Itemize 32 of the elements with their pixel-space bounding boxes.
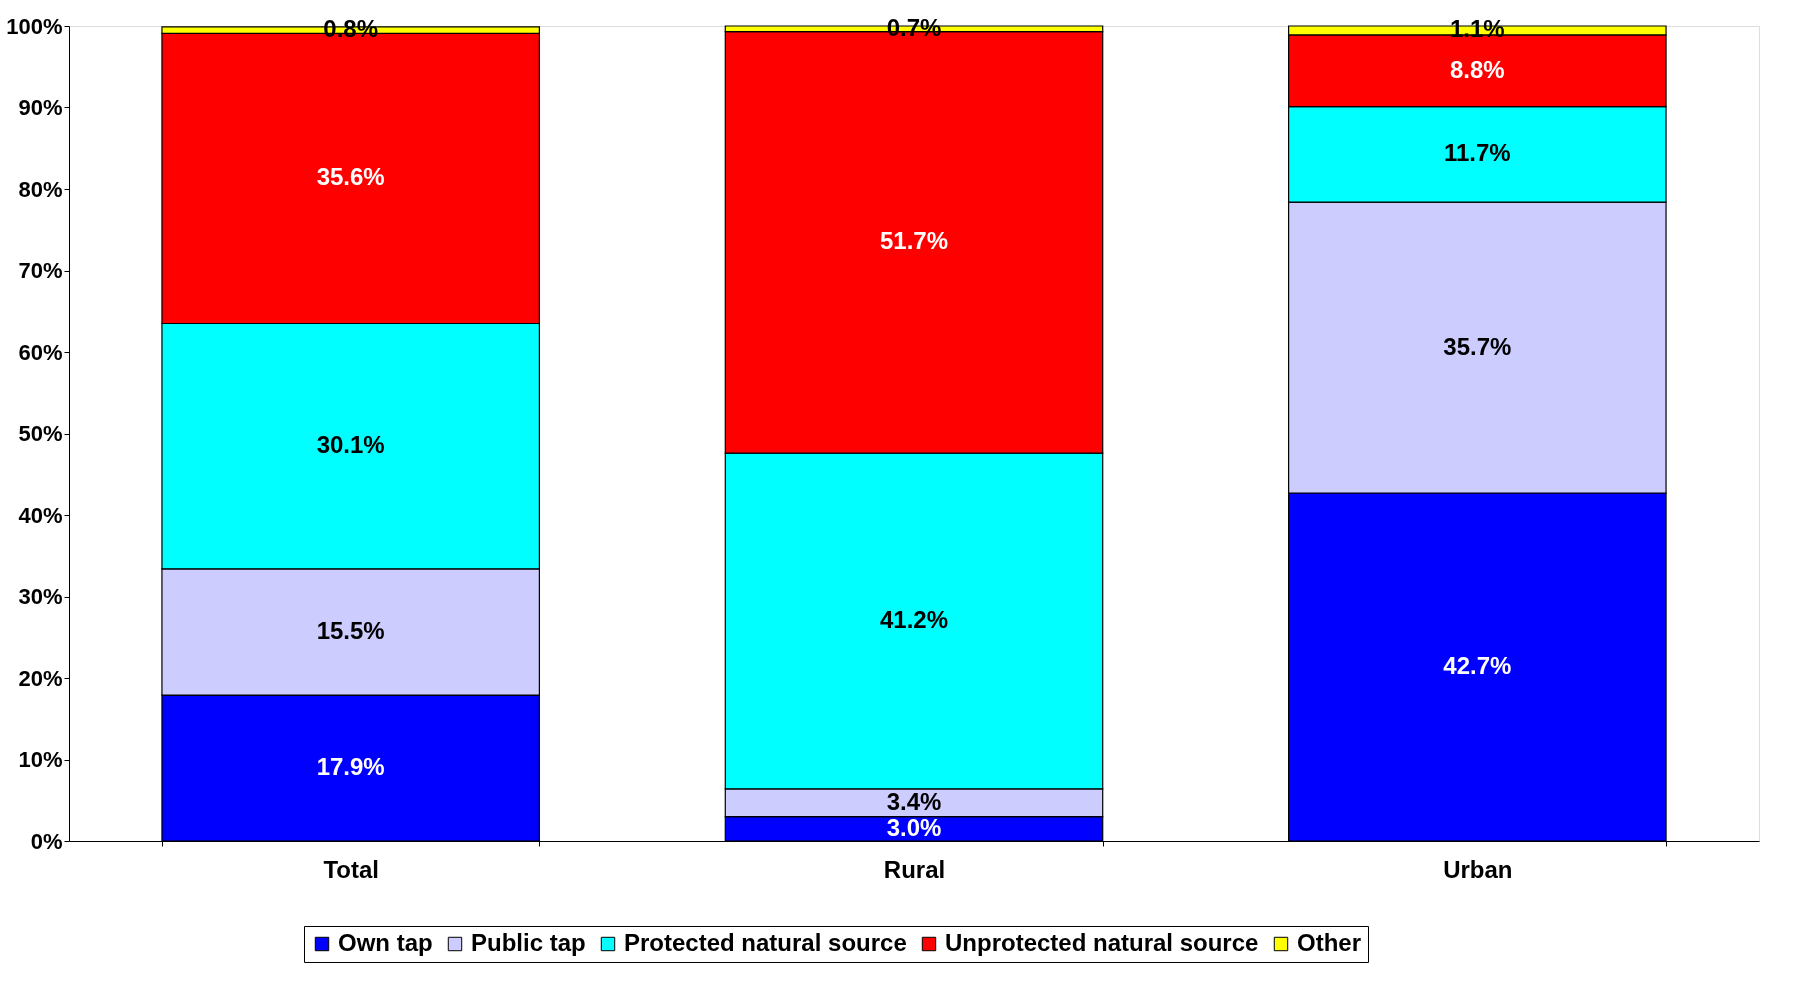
y-tick-label: 50%: [18, 421, 63, 446]
legend-label: Public tap: [471, 929, 586, 956]
y-tick-label: 10%: [18, 747, 63, 772]
x-tick-label: Urban: [1443, 855, 1513, 883]
y-tick-label: 30%: [18, 584, 63, 609]
x-tick-label: Rural: [883, 855, 946, 883]
data-label: 35.7%: [1443, 332, 1512, 360]
y-tick-label: 80%: [18, 176, 63, 202]
data-label: 51.7%: [879, 227, 949, 255]
data-label: 15.5%: [316, 616, 385, 644]
data-label: 11.7%: [1443, 139, 1511, 167]
legend-label: Unprotected natural source: [945, 929, 1259, 956]
data-label: 0.7%: [886, 13, 942, 41]
data-label: 17.9%: [316, 753, 385, 781]
y-tick-label: 100%: [6, 13, 63, 39]
y-tick-label: 20%: [18, 665, 63, 691]
legend-label: Protected natural source: [624, 929, 907, 956]
legend-label: Own tap: [338, 929, 433, 956]
data-label: 3.4%: [886, 787, 942, 815]
legend-label: Other: [1297, 929, 1362, 956]
y-tick-label: 60%: [18, 339, 63, 365]
data-label: 3.0%: [886, 813, 942, 841]
y-tick-label: 40%: [18, 502, 63, 528]
data-label: 35.6%: [316, 163, 385, 191]
x-tick-label: Total: [323, 855, 379, 883]
data-label: 30.1%: [316, 431, 385, 459]
data-label: 41.2%: [879, 605, 949, 633]
y-tick-label: 70%: [18, 258, 63, 283]
data-label: 42.7%: [1443, 652, 1512, 679]
data-label: 8.8%: [1449, 55, 1505, 83]
y-tick-label: 0%: [30, 828, 63, 854]
y-tick-label: 90%: [18, 95, 63, 120]
